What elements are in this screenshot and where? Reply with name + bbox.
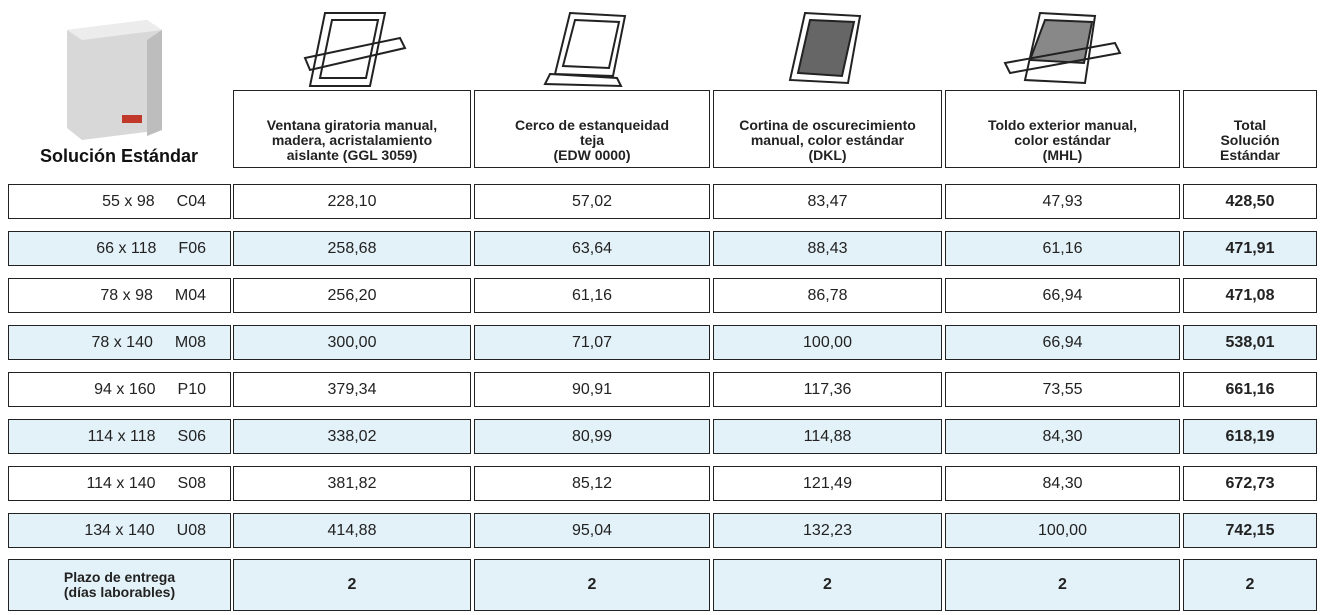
size-cell: 78 x 98 M04 [8,278,231,313]
header-line: Cerco de estanqueidad [515,118,669,133]
label-line: Plazo de entrega [64,570,175,585]
code: M08 [175,334,206,352]
code: S06 [178,428,206,446]
price: 80,99 [474,419,710,454]
delivery-days: 2 [713,559,942,611]
price: 57,02 [474,184,710,219]
header-line: Ventana giratoria manual, [267,118,437,133]
product-box [52,10,172,140]
size: 66 x 118 [96,240,156,258]
price: 228,10 [233,184,471,219]
size: 55 x 98 [102,193,154,211]
price: 414,88 [233,513,471,548]
page: Solución Estándar Ventana giratoria manu… [0,0,1325,615]
size: 114 x 140 [86,475,155,493]
code: P10 [178,381,206,399]
price: 84,30 [945,466,1180,501]
price: 256,20 [233,278,471,313]
header-line: (DKL) [808,148,846,163]
code: U08 [177,522,206,540]
size-cell: 134 x 140 U08 [8,513,231,548]
total: 471,08 [1183,278,1317,313]
price: 121,49 [713,466,942,501]
delivery-days: 2 [233,559,471,611]
code: M04 [175,287,206,305]
price: 100,00 [713,325,942,360]
size-cell: 114 x 140 S08 [8,466,231,501]
price: 100,00 [945,513,1180,548]
header-line: color estándar [1014,133,1110,148]
size: 78 x 140 [91,334,152,352]
price: 379,34 [233,372,471,407]
price: 85,12 [474,466,710,501]
header-line: teja [580,133,604,148]
size-cell: 94 x 160 P10 [8,372,231,407]
code: S08 [178,475,206,493]
total: 672,73 [1183,466,1317,501]
size-cell: 114 x 118 S06 [8,419,231,454]
total: 538,01 [1183,325,1317,360]
header-line: Estándar [1220,148,1280,163]
window-icon [300,8,410,90]
column-header: Ventana giratoria manual,madera, acrista… [233,90,471,168]
label-line: (días laborables) [64,585,175,600]
delivery-label: Plazo de entrega(días laborables) [8,559,231,611]
price: 71,07 [474,325,710,360]
size: 134 x 140 [84,522,154,540]
column-header: Toldo exterior manual,color estándar(MHL… [945,90,1180,168]
total: 661,16 [1183,372,1317,407]
size-cell: 66 x 118 F06 [8,231,231,266]
delivery-days: 2 [945,559,1180,611]
awning-icon [1000,8,1130,90]
price: 61,16 [945,231,1180,266]
header-line: manual, color estándar [751,133,904,148]
price: 86,78 [713,278,942,313]
price: 83,47 [713,184,942,219]
price: 300,00 [233,325,471,360]
header-line: madera, acristalamiento [272,133,432,148]
header-line: Total [1234,118,1266,133]
price: 90,91 [474,372,710,407]
price: 381,82 [233,466,471,501]
size: 114 x 118 [88,428,156,446]
price: 117,36 [713,372,942,407]
price: 88,43 [713,231,942,266]
header-line: (MHL) [1043,148,1083,163]
header-line: Cortina de oscurecimiento [739,118,916,133]
size: 94 x 160 [94,381,155,399]
delivery-total: 2 [1183,559,1317,611]
price: 63,64 [474,231,710,266]
total: 471,91 [1183,231,1317,266]
price: 95,04 [474,513,710,548]
price: 66,94 [945,278,1180,313]
price: 132,23 [713,513,942,548]
flashing-icon [535,8,645,90]
total: 742,15 [1183,513,1317,548]
header-line: (EDW 0000) [553,148,630,163]
code: C04 [177,193,206,211]
header-line: aislante (GGL 3059) [287,148,417,163]
delivery-days: 2 [474,559,710,611]
size-cell: 78 x 140 M08 [8,325,231,360]
total: 618,19 [1183,419,1317,454]
code: F06 [178,240,206,258]
price: 84,30 [945,419,1180,454]
price: 66,94 [945,325,1180,360]
price: 61,16 [474,278,710,313]
header-line: Solución [1220,133,1279,148]
price: 73,55 [945,372,1180,407]
price: 258,68 [233,231,471,266]
blind-icon [770,8,880,90]
price: 47,93 [945,184,1180,219]
title: Solución Estándar [40,146,198,167]
total: 428,50 [1183,184,1317,219]
size: 78 x 98 [100,287,152,305]
size-cell: 55 x 98 C04 [8,184,231,219]
price: 338,02 [233,419,471,454]
price: 114,88 [713,419,942,454]
header-line: Toldo exterior manual, [988,118,1137,133]
